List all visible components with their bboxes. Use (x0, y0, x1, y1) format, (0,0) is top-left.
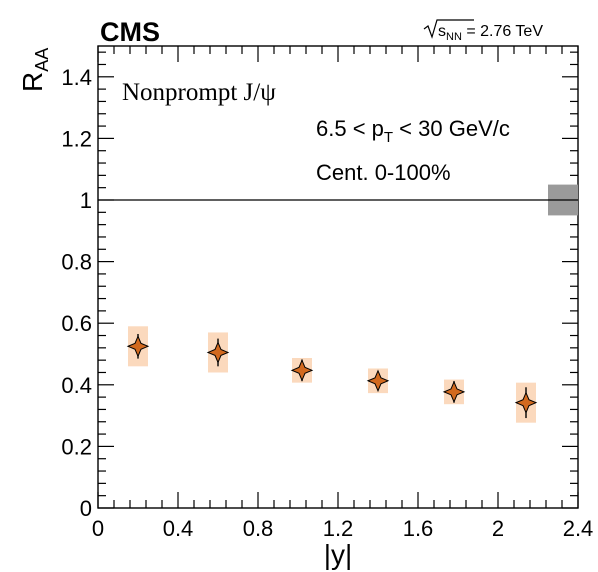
y-tick-label: 1 (80, 188, 92, 213)
sqrt-symbol (423, 19, 474, 39)
y-axis-title-sub: AA (32, 48, 52, 72)
y-tick-label: 0.2 (61, 434, 92, 459)
star-marker (126, 335, 150, 358)
x-tick-label: 2 (492, 516, 504, 541)
pt-range-label: 6.5 < pT < 30 GeV/c (316, 116, 510, 146)
y-tick-label: 0.4 (61, 373, 92, 398)
data-point (290, 358, 314, 383)
x-tick-label: 1.2 (323, 516, 354, 541)
energy-value: = 2.76 TeV (462, 23, 543, 40)
data-point (206, 332, 230, 373)
energy-sub: NN (446, 31, 462, 43)
x-axis-title: |y| (324, 539, 353, 570)
x-tick-label: 1.6 (403, 516, 434, 541)
y-axis-title: RAA (17, 48, 52, 92)
energy-s: s (438, 23, 446, 40)
y-tick-label: 0.6 (61, 311, 92, 336)
pt-sub: T (384, 129, 393, 146)
experiment-label: CMS (100, 17, 160, 47)
star-marker (442, 380, 466, 404)
axes: 0 0.4 0.8 1.2 1.6 2 2.4 0 0.2 0.4 0.6 0.8 1 1.2 1.4 (61, 45, 594, 541)
x-tick-label: 0.8 (243, 516, 274, 541)
data-point (442, 379, 466, 405)
svg-text:RAA: RAA (17, 48, 52, 92)
y-axis-title-main: R (17, 72, 48, 92)
star-marker (514, 391, 538, 414)
y-tick-label: 1.4 (61, 65, 92, 90)
pt-post: < 30 GeV/c (393, 116, 510, 141)
x-tick-label: 0.4 (163, 516, 194, 541)
y-tick-label: 0.8 (61, 250, 92, 275)
x-tick-label: 0 (92, 516, 104, 541)
svg-text:sNN = 2.76 TeV: sNN = 2.76 TeV (438, 23, 543, 43)
y-tick-label: 1.2 (61, 126, 92, 151)
energy-label: sNN = 2.76 TeV (423, 19, 543, 43)
centrality-label: Cent. 0-100% (316, 160, 451, 185)
pt-pre: 6.5 < p (316, 116, 384, 141)
star-marker (206, 341, 230, 364)
x-tick-label: 2.4 (563, 516, 594, 541)
data-point (366, 368, 390, 394)
y-tick-label: 0 (80, 496, 92, 521)
star-marker (290, 359, 314, 382)
data-layer (98, 184, 578, 423)
data-point (514, 382, 538, 423)
star-marker (366, 369, 390, 393)
data-point (126, 326, 150, 367)
particle-label: Nonprompt J/ψ (122, 79, 276, 106)
